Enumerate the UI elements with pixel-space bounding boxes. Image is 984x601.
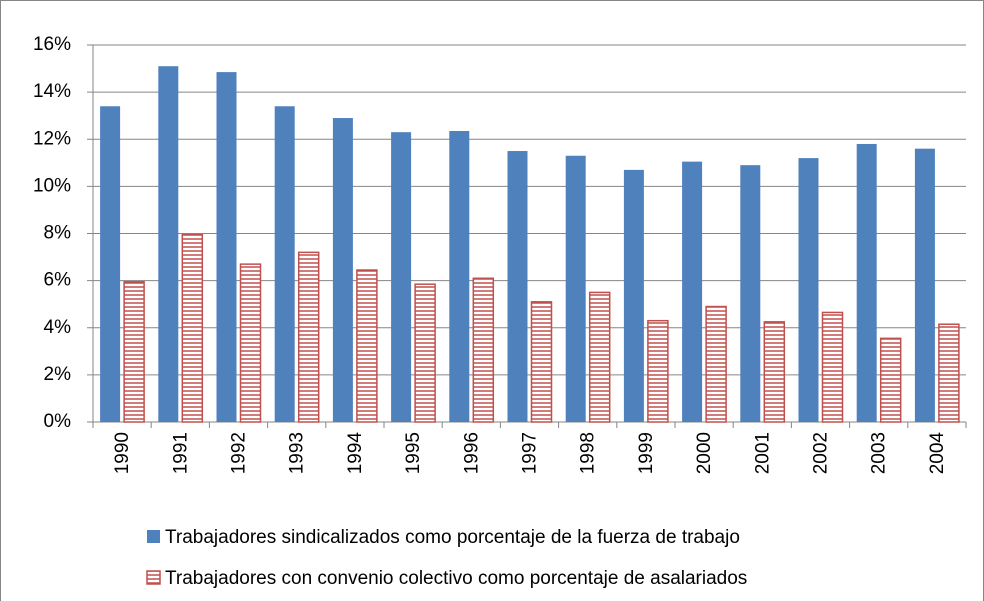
x-tick-label: 1993: [287, 432, 308, 474]
bar: [332, 118, 353, 422]
x-tick-label: 2002: [811, 432, 832, 474]
bar: [938, 323, 960, 423]
x-tick-label: 2000: [694, 432, 715, 474]
y-tick-label: 8%: [44, 223, 72, 244]
y-tick-label: 2%: [44, 364, 72, 385]
bar: [216, 72, 237, 423]
bar: [565, 155, 586, 422]
bar: [763, 321, 786, 423]
bar: [356, 269, 378, 423]
x-tick-label: 1995: [403, 432, 424, 474]
legend-label: Trabajadores con convenio colectivo como…: [165, 568, 747, 589]
bar: [158, 66, 179, 423]
x-tick-label: 1994: [345, 432, 366, 475]
bar: [530, 301, 553, 423]
legend-marker: [146, 570, 161, 585]
y-tick-label: 16%: [33, 34, 71, 55]
bar: [705, 305, 727, 423]
x-tick-label: 1996: [461, 432, 482, 474]
bar: [472, 277, 495, 423]
bar: [414, 283, 436, 423]
bar: [647, 319, 669, 423]
x-tick-label: 2003: [869, 432, 890, 474]
x-tick-label: 1992: [229, 432, 250, 474]
bar: [274, 106, 295, 422]
x-tick-label: 2001: [752, 432, 773, 474]
bar: [740, 165, 761, 422]
x-tick-label: 1999: [636, 432, 657, 474]
bar: [391, 132, 412, 422]
bar: [588, 291, 611, 423]
bar: [123, 281, 145, 423]
bar: [914, 148, 935, 423]
bar: [507, 151, 528, 422]
bar: [449, 131, 470, 423]
bar: [879, 337, 902, 423]
bar: [821, 311, 844, 423]
y-tick-label: 14%: [33, 81, 71, 102]
y-tick-label: 6%: [44, 270, 72, 291]
x-tick-label: 2004: [927, 432, 948, 475]
bar: [682, 161, 703, 422]
bar: [239, 263, 262, 423]
legend-label: Trabajadores sindicalizados como porcent…: [165, 527, 740, 548]
bar: [623, 169, 644, 422]
bar: [798, 158, 819, 422]
y-tick-label: 10%: [33, 175, 71, 196]
y-tick-label: 12%: [33, 128, 71, 149]
bar: [100, 106, 121, 422]
y-tick-label: 4%: [44, 317, 72, 338]
bar: [181, 233, 204, 423]
x-tick-label: 1991: [170, 432, 191, 474]
x-tick-label: 1998: [578, 432, 599, 474]
bar: [856, 143, 877, 422]
legend-marker: [147, 530, 160, 543]
y-tick-label: 0%: [44, 411, 72, 432]
x-tick-label: 1990: [112, 432, 133, 474]
x-tick-label: 1997: [520, 432, 541, 474]
bar: [297, 251, 320, 423]
